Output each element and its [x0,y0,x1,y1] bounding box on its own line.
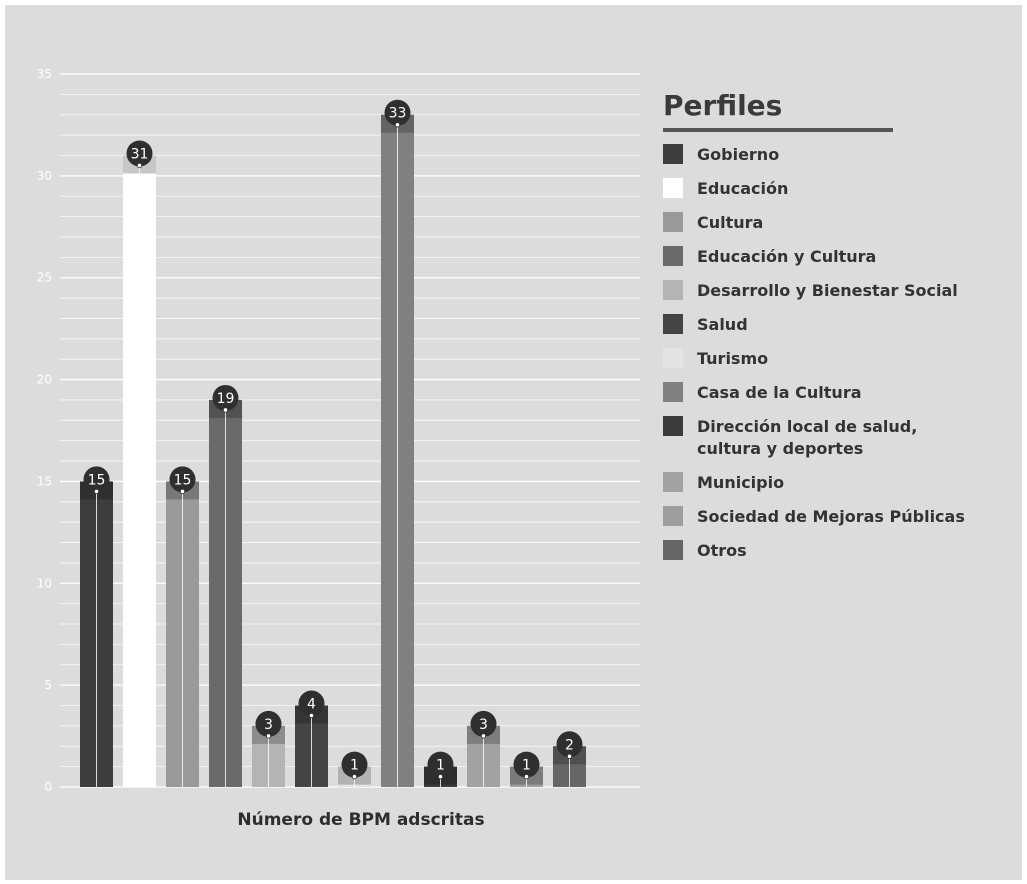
legend-swatch [663,212,683,232]
legend-label: Desarrollo y Bienestar Social [697,281,958,300]
bar-pin [523,774,530,780]
legend-label: Casa de la Cultura [697,383,862,402]
legend-item: Turismo [663,348,1003,370]
value-label: 3 [479,717,488,733]
legend-label: Gobierno [697,145,780,164]
legend-label: Educación [697,179,789,198]
legend-label: Municipio [697,473,785,492]
legend-item: Otros [663,540,1003,562]
legend-label: Turismo [697,349,769,368]
legend-item: Casa de la Cultura [663,382,1003,404]
legend-item: Sociedad de Mejoras Públicas [663,506,1003,528]
legend-item: Educación [663,178,1003,200]
bar-pin [93,488,100,495]
bar-pin [265,733,272,739]
legend-swatch [663,506,683,526]
bar-pin [136,162,143,169]
value-bubble [427,751,454,778]
bar-pin [437,774,444,780]
legend-item: Dirección local de salud, cultura y depor… [663,416,1003,460]
value-label: 15 [88,472,106,488]
value-bubble [513,751,540,778]
y-tick-label: 30 [37,169,52,183]
bar-pin [308,712,315,719]
legend-divider [663,128,893,132]
legend-label: Otros [697,541,747,560]
legend-items: Gobierno Educación Cultura Educación y Cult… [663,144,1003,562]
y-tick-label: 0 [44,780,52,794]
legend-swatch [663,472,683,492]
bar-pin [394,122,401,128]
value-label: 2 [565,737,574,753]
legend-swatch [663,246,683,266]
bar-pin [480,733,487,739]
value-label: 31 [131,146,149,162]
legend-item: Desarrollo y Bienestar Social [663,280,1003,302]
legend-swatch [663,280,683,300]
legend-swatch [663,348,683,368]
legend-swatch [663,540,683,560]
legend-label: Sociedad de Mejoras Públicas [697,507,965,526]
value-bubble [83,466,110,493]
legend-item: Gobierno [663,144,1003,166]
legend-item: Municipio [663,472,1003,494]
bar-pin [222,407,229,413]
value-bubble [556,731,583,758]
value-bubble [255,710,282,737]
legend-label: Educación y Cultura [697,247,877,266]
y-tick-label: 15 [37,474,52,488]
x-axis-title: Número de BPM adscritas [237,810,484,830]
legend-swatch [663,382,683,402]
value-label: 1 [522,758,531,774]
value-label: 3 [264,717,273,733]
value-bubble [384,99,411,126]
value-bubble [341,751,368,778]
y-tick-label: 20 [37,373,52,387]
legend-item: Educación y Cultura [663,246,1003,268]
legend-label: Cultura [697,213,764,232]
value-label: 33 [389,106,407,122]
y-tick-label: 25 [37,271,52,285]
value-label: 4 [307,697,316,713]
legend-swatch [663,416,683,436]
legend-title: Perfiles [663,89,783,122]
legend-swatch [663,144,683,164]
value-bubble [212,384,239,411]
value-label: 1 [436,758,445,774]
legend-swatch [663,314,683,334]
value-bubble [298,690,325,717]
value-bubble [169,466,196,493]
value-label: 1 [350,758,359,774]
bar-pin [566,753,573,759]
value-label: 19 [217,391,235,407]
legend-swatch [663,178,683,198]
bar-pin [179,488,186,495]
y-tick-label: 10 [37,576,52,590]
value-bubble [126,140,153,167]
legend-label: Salud [697,315,748,334]
legend-item: Salud [663,314,1003,336]
y-tick-label: 35 [37,67,52,81]
y-tick-label: 5 [44,678,52,692]
legend-item: Cultura [663,212,1003,234]
value-bubble [470,710,497,737]
legend: Perfiles Gobierno Educación Cultura Educaci… [663,88,1003,574]
legend-label: Dirección local de salud, cultura y depor… [697,417,918,458]
value-label: 15 [174,472,192,488]
bar-pin [351,774,358,780]
